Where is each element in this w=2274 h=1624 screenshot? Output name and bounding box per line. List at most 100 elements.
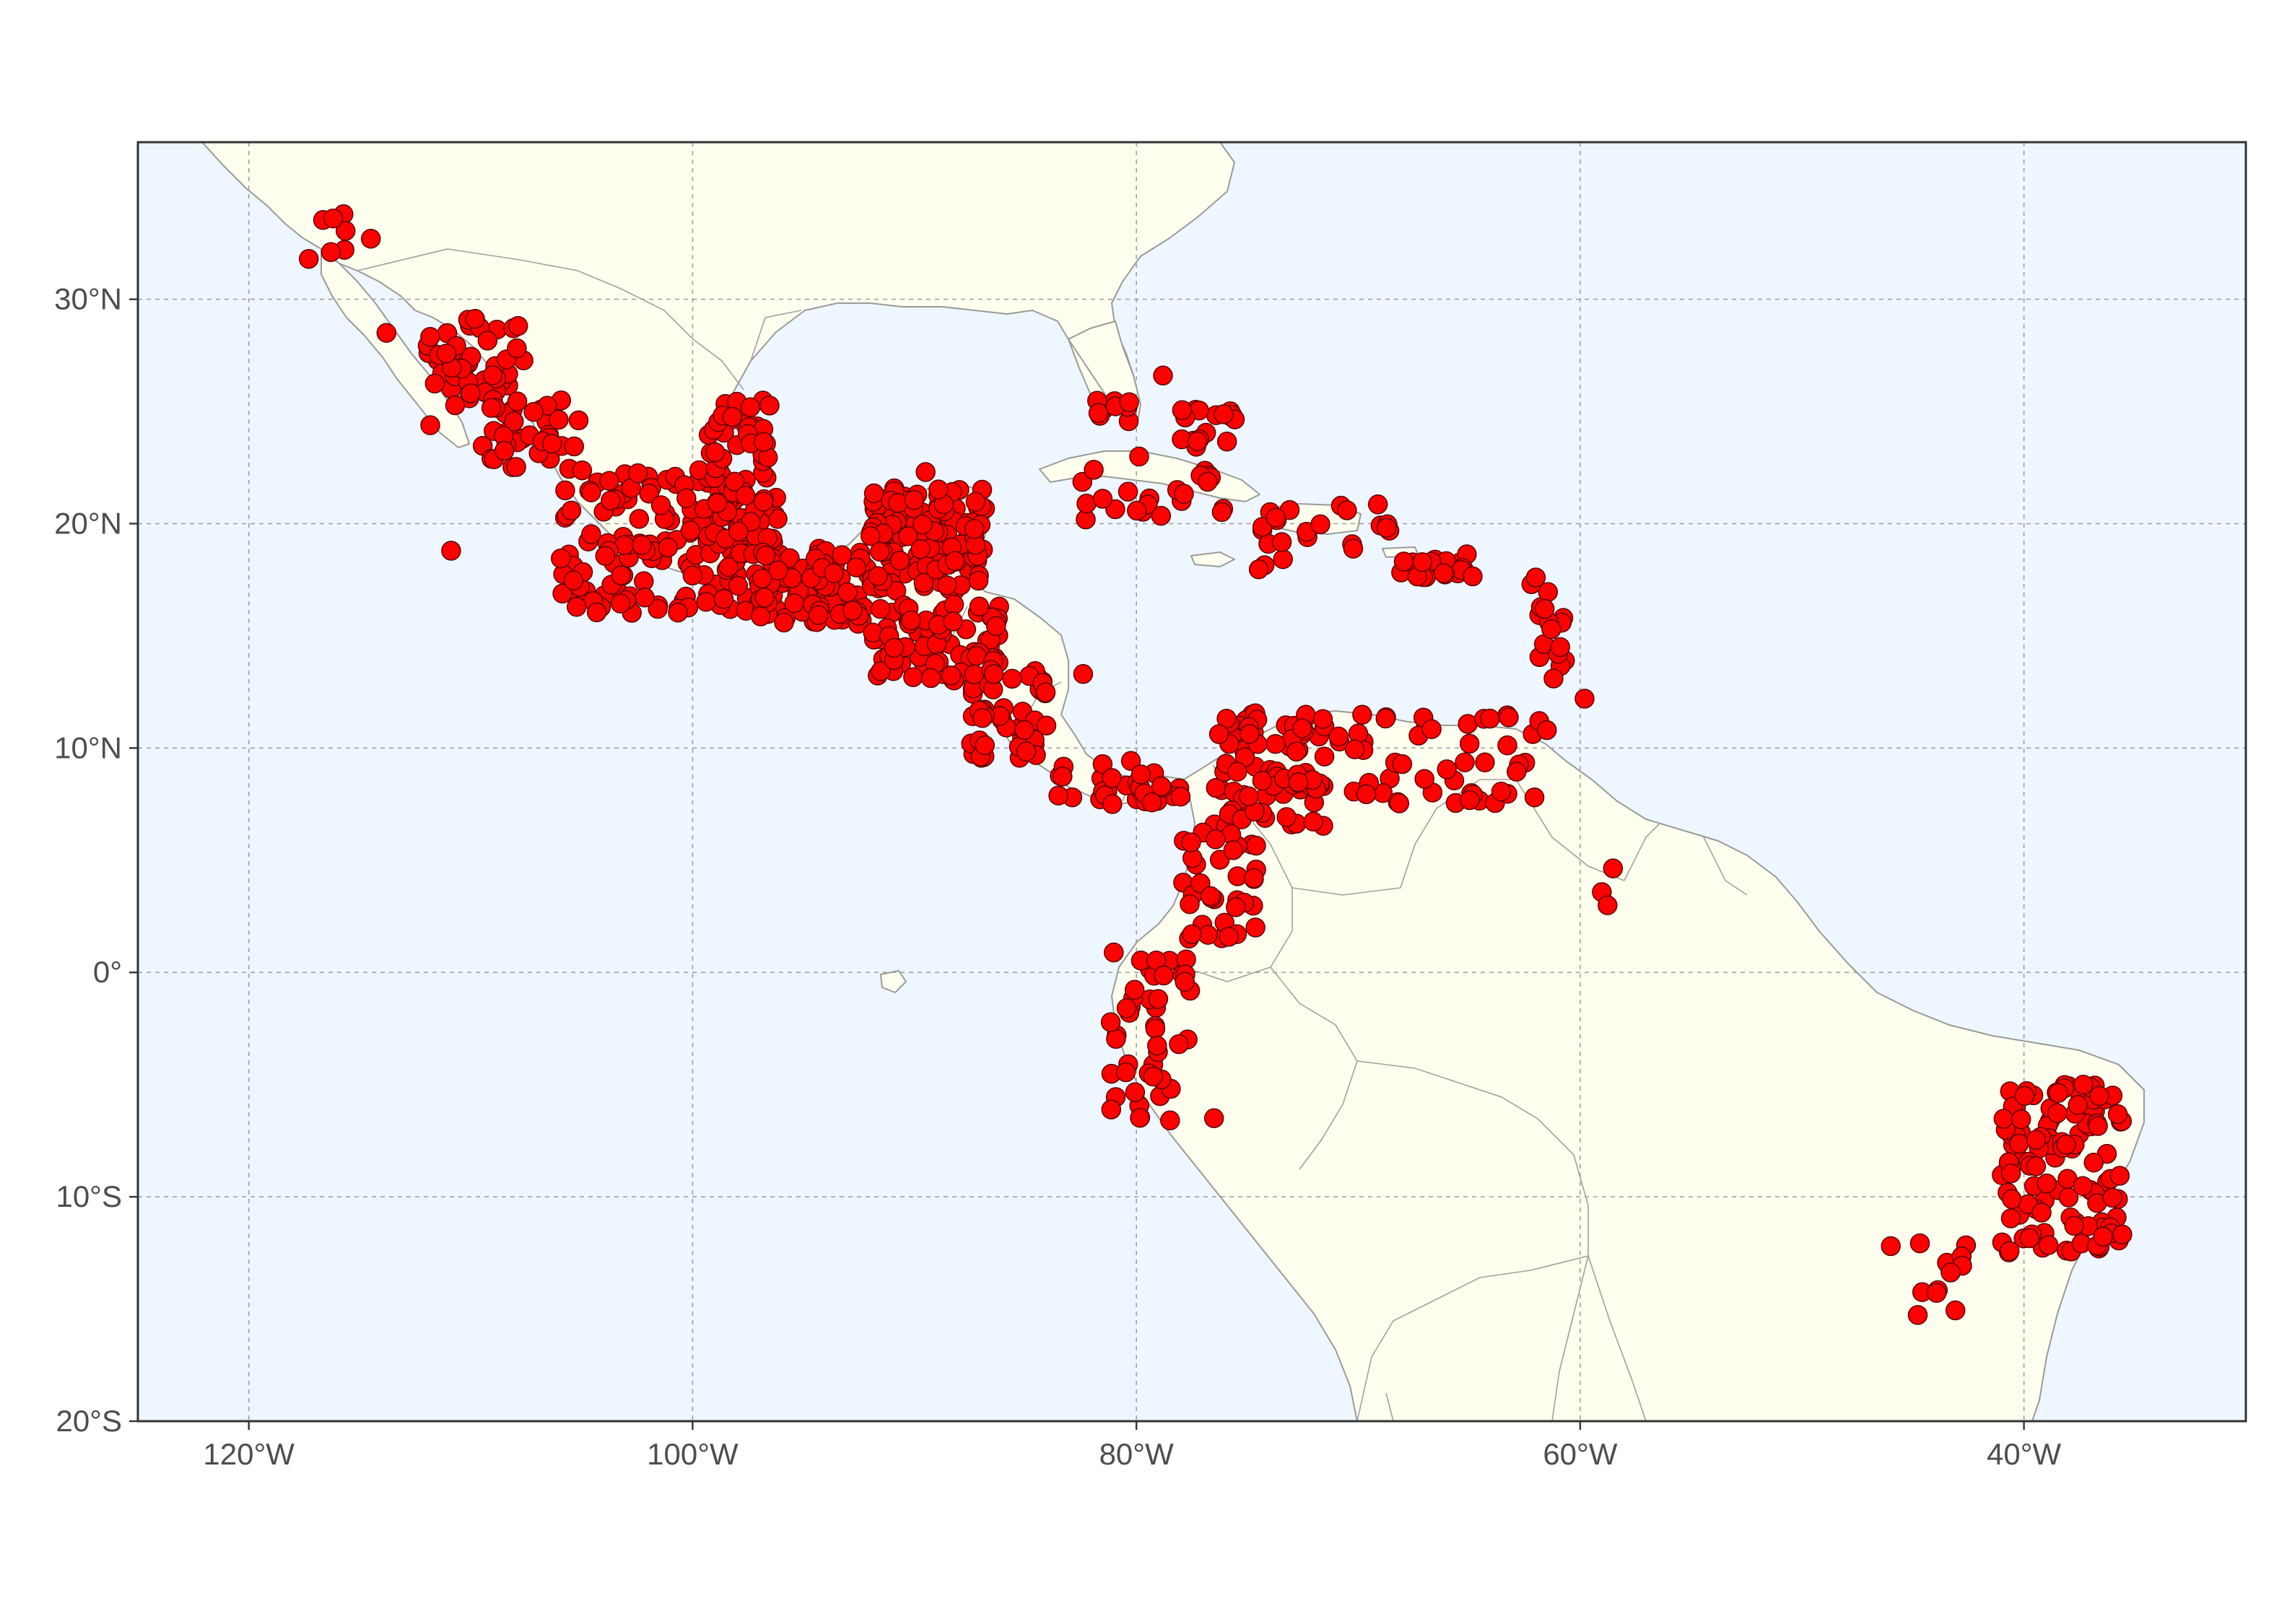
occurrence-point bbox=[1120, 751, 1141, 772]
occurrence-point bbox=[1392, 754, 1413, 774]
occurrence-point bbox=[1169, 1034, 1189, 1055]
occurrence-point bbox=[1148, 989, 1169, 1009]
occurrence-point bbox=[2068, 1095, 2088, 1115]
occurrence-point bbox=[1102, 794, 1123, 814]
occurrence-point bbox=[1174, 484, 1194, 504]
occurrence-point bbox=[1271, 532, 1292, 552]
occurrence-point bbox=[376, 323, 397, 343]
occurrence-point bbox=[482, 365, 503, 385]
occurrence-point bbox=[2064, 1215, 2084, 1236]
occurrence-point bbox=[632, 535, 652, 555]
occurrence-point bbox=[837, 582, 858, 603]
occurrence-point bbox=[2089, 1086, 2109, 1106]
occurrence-point bbox=[735, 485, 756, 506]
occurrence-point bbox=[599, 471, 619, 491]
occurrence-point bbox=[1265, 734, 1286, 754]
occurrence-point bbox=[1048, 785, 1068, 806]
occurrence-point bbox=[668, 602, 688, 623]
occurrence-point bbox=[1292, 718, 1312, 738]
occurrence-point bbox=[424, 373, 445, 394]
occurrence-point bbox=[1881, 1236, 1901, 1257]
occurrence-point bbox=[2000, 1208, 2021, 1228]
occurrence-point bbox=[1337, 500, 1357, 520]
occurrence-point bbox=[568, 410, 589, 431]
occurrence-point bbox=[1225, 897, 1246, 917]
occurrence-point bbox=[888, 493, 908, 513]
occurrence-point bbox=[1102, 768, 1122, 788]
occurrence-point bbox=[920, 668, 941, 689]
occurrence-point bbox=[1603, 858, 1624, 878]
occurrence-point bbox=[1926, 1283, 1947, 1304]
occurrence-point bbox=[1463, 566, 1483, 587]
occurrence-point bbox=[572, 460, 593, 481]
occurrence-point bbox=[696, 592, 716, 612]
occurrence-point bbox=[1393, 551, 1414, 572]
y-tick-label: 0° bbox=[93, 955, 122, 989]
occurrence-point bbox=[774, 612, 794, 633]
occurrence-point bbox=[1541, 619, 1561, 639]
occurrence-point bbox=[1356, 784, 1377, 805]
occurrence-point bbox=[627, 463, 648, 484]
occurrence-point bbox=[861, 525, 881, 546]
occurrence-point bbox=[846, 557, 867, 577]
occurrence-point bbox=[944, 594, 964, 615]
occurrence-point bbox=[507, 315, 528, 336]
occurrence-point bbox=[1209, 850, 1230, 870]
occurrence-point bbox=[718, 556, 739, 577]
x-tick-label: 40°W bbox=[1987, 1437, 2062, 1471]
occurrence-point bbox=[1145, 1018, 1166, 1039]
occurrence-point bbox=[2112, 1224, 2133, 1245]
occurrence-point bbox=[869, 541, 890, 562]
occurrence-point bbox=[676, 488, 697, 509]
occurrence-point bbox=[784, 593, 804, 614]
occurrence-point bbox=[1475, 752, 1495, 773]
occurrence-point bbox=[965, 492, 986, 512]
occurrence-point bbox=[753, 492, 774, 512]
occurrence-point bbox=[725, 471, 745, 492]
occurrence-point bbox=[1537, 720, 1557, 741]
occurrence-point bbox=[754, 588, 775, 608]
occurrence-point bbox=[581, 482, 601, 502]
occurrence-point bbox=[1344, 739, 1365, 759]
occurrence-point bbox=[2000, 1163, 2021, 1184]
occurrence-point bbox=[1907, 1305, 1928, 1325]
panel-border bbox=[136, 141, 2247, 1423]
occurrence-point bbox=[809, 605, 829, 625]
occurrence-point bbox=[1497, 735, 1517, 756]
occurrence-point bbox=[1288, 772, 1309, 793]
occurrence-point bbox=[611, 565, 631, 585]
occurrence-point bbox=[1945, 1300, 1966, 1321]
occurrence-point bbox=[1053, 767, 1073, 787]
occurrence-point bbox=[2014, 1086, 2035, 1106]
occurrence-point bbox=[1188, 431, 1208, 452]
occurrence-point bbox=[1036, 715, 1057, 735]
occurrence-point bbox=[650, 495, 671, 515]
occurrence-point bbox=[1101, 1099, 1122, 1119]
occurrence-point bbox=[1550, 637, 1570, 658]
occurrence-point bbox=[1993, 1109, 2014, 1129]
occurrence-point bbox=[972, 708, 993, 728]
occurrence-point bbox=[1151, 505, 1172, 526]
occurrence-point bbox=[523, 401, 544, 422]
occurrence-point bbox=[871, 661, 891, 681]
occurrence-point bbox=[1303, 811, 1323, 832]
x-tick-label: 100°W bbox=[647, 1437, 739, 1471]
occurrence-point bbox=[420, 326, 440, 347]
occurrence-point bbox=[2026, 1156, 2047, 1176]
occurrence-point bbox=[936, 575, 957, 595]
occurrence-point bbox=[1141, 792, 1162, 813]
occurrence-point bbox=[1208, 724, 1229, 744]
occurrence-point bbox=[1252, 771, 1273, 791]
occurrence-point bbox=[2107, 1104, 2128, 1125]
occurrence-point bbox=[728, 575, 749, 596]
occurrence-point bbox=[1525, 567, 1546, 588]
occurrence-point bbox=[1151, 776, 1172, 797]
occurrence-point bbox=[901, 610, 921, 631]
occurrence-point bbox=[941, 665, 962, 686]
occurrence-point bbox=[601, 490, 621, 511]
occurrence-point bbox=[1265, 507, 1286, 528]
occurrence-point bbox=[610, 593, 631, 614]
galapagos-islands bbox=[880, 970, 907, 993]
occurrence-point bbox=[1367, 494, 1388, 515]
